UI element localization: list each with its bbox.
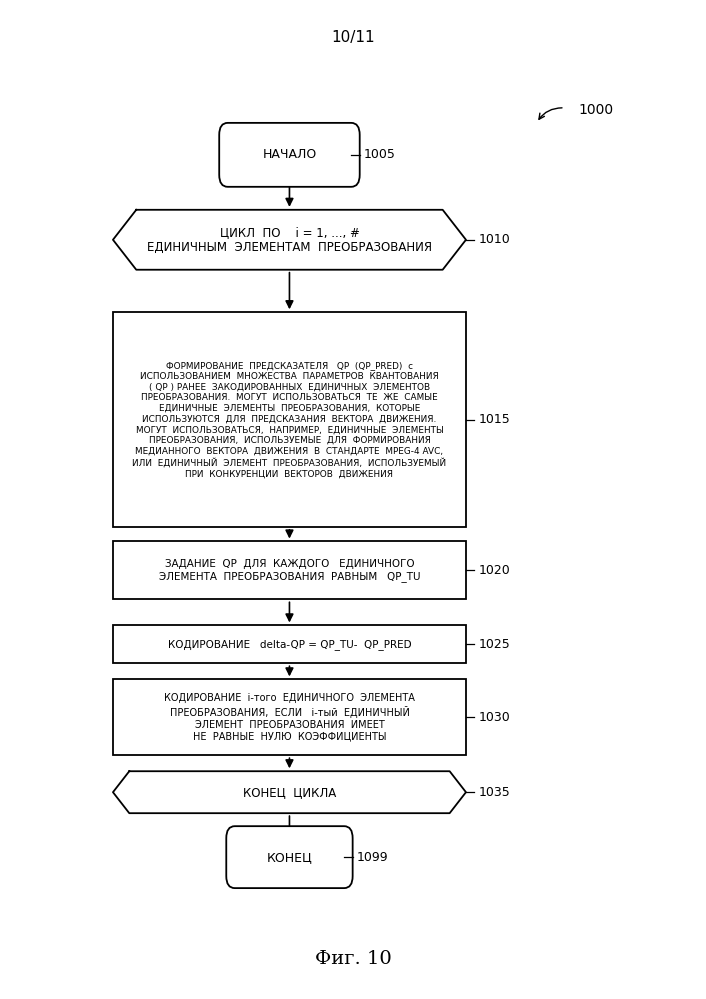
- Text: 1005: 1005: [364, 148, 396, 162]
- Text: 10/11: 10/11: [331, 30, 375, 46]
- Text: КОДИРОВАНИЕ  i-того  ЕДИНИЧНОГО  ЭЛЕМЕНТА
ПРЕОБРАЗОВАНИЯ,  ЕСЛИ   i-тый  ЕДИНИЧН: КОДИРОВАНИЕ i-того ЕДИНИЧНОГО ЭЛЕМЕНТА П…: [164, 693, 415, 741]
- Text: ЗАДАНИЕ  QP  ДЛЯ  КАЖДОГО   ЕДИНИЧНОГО
ЭЛЕМЕНТА  ПРЕОБРАЗОВАНИЯ  РАВНЫМ   QP_TU: ЗАДАНИЕ QP ДЛЯ КАЖДОГО ЕДИНИЧНОГО ЭЛЕМЕН…: [159, 559, 420, 581]
- Text: КОДИРОВАНИЕ   delta-QP = QP_TU-  QP_PRED: КОДИРОВАНИЕ delta-QP = QP_TU- QP_PRED: [167, 639, 412, 649]
- Bar: [113, 312, 466, 527]
- Text: ЦИКЛ  ПО    i = 1, ..., #
ЕДИНИЧНЫМ  ЭЛЕМЕНТАМ  ПРЕОБРАЗОВАНИЯ: ЦИКЛ ПО i = 1, ..., # ЕДИНИЧНЫМ ЭЛЕМЕНТА…: [147, 226, 432, 254]
- Text: НАЧАЛО: НАЧАЛО: [263, 148, 316, 162]
- Bar: [113, 625, 466, 663]
- Text: 1099: 1099: [357, 850, 388, 864]
- Text: 1035: 1035: [479, 785, 510, 799]
- Text: 1010: 1010: [479, 233, 510, 247]
- Bar: [113, 541, 466, 599]
- Text: 1015: 1015: [479, 413, 510, 427]
- FancyBboxPatch shape: [219, 123, 360, 187]
- Text: 1025: 1025: [479, 637, 510, 651]
- Text: 1030: 1030: [479, 710, 510, 724]
- Polygon shape: [113, 210, 466, 270]
- Text: 1000: 1000: [579, 103, 614, 117]
- Text: КОНЕЦ: КОНЕЦ: [267, 850, 312, 864]
- Bar: [113, 679, 466, 755]
- Text: 1020: 1020: [479, 563, 510, 577]
- Text: ФОРМИРОВАНИЕ  ПРЕДСКАЗАТЕЛЯ   QP  (QP_PRED)  с
ИСПОЛЬЗОВАНИЕМ  МНОЖЕСТВА  ПАРАМЕ: ФОРМИРОВАНИЕ ПРЕДСКАЗАТЕЛЯ QP (QP_PRED) …: [133, 361, 446, 479]
- FancyBboxPatch shape: [226, 826, 352, 888]
- Polygon shape: [113, 771, 466, 813]
- Text: Фиг. 10: Фиг. 10: [315, 950, 391, 968]
- Text: КОНЕЦ  ЦИКЛА: КОНЕЦ ЦИКЛА: [243, 785, 336, 799]
